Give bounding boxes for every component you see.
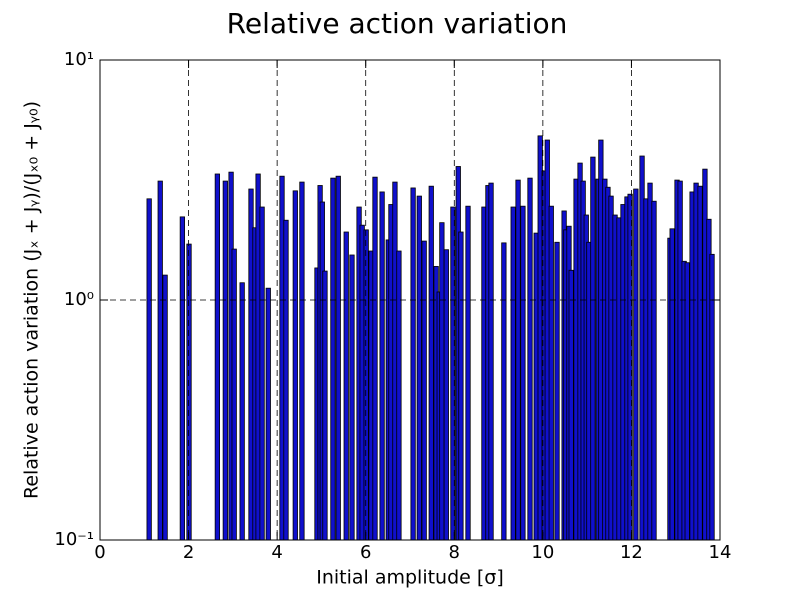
bar	[684, 262, 690, 541]
x-tick-label: 4	[271, 542, 282, 563]
bar	[363, 229, 369, 541]
bar	[265, 287, 271, 541]
bar	[259, 206, 265, 541]
bar	[633, 188, 639, 541]
bar	[527, 177, 533, 541]
bar	[510, 206, 516, 541]
bar	[515, 179, 521, 541]
plot-frame	[99, 59, 721, 541]
bar	[214, 173, 220, 541]
bar	[162, 274, 168, 541]
bar	[231, 248, 237, 541]
x-tick-label: 6	[360, 542, 371, 563]
bar	[651, 200, 657, 541]
x-tick-label: 2	[183, 542, 194, 563]
bar	[396, 250, 402, 541]
bar	[439, 222, 445, 541]
x-tick-label: 14	[709, 542, 732, 563]
bar	[239, 282, 245, 541]
x-tick-label: 0	[94, 542, 105, 563]
bar	[709, 253, 715, 541]
bar	[157, 180, 163, 541]
bar	[669, 228, 675, 541]
bar	[330, 177, 336, 541]
bar	[465, 205, 471, 541]
y-tick-label: 10⁻¹	[54, 529, 94, 550]
bar	[292, 190, 298, 541]
bar	[343, 231, 349, 541]
bar	[322, 270, 328, 541]
bar	[568, 269, 574, 541]
bar	[179, 216, 185, 541]
bar	[488, 182, 494, 541]
y-axis-label: Relative action variation (Jₓ + Jᵧ)/(Jₓ₀…	[21, 101, 43, 499]
bar	[349, 254, 355, 541]
bar	[501, 242, 507, 541]
bar	[590, 156, 596, 541]
bar	[428, 185, 434, 541]
x-axis-label: Initial amplitude [σ]	[316, 567, 504, 589]
bar	[416, 195, 422, 541]
bar	[458, 231, 464, 541]
chart-title: Relative action variation	[227, 7, 568, 40]
bar	[410, 187, 416, 541]
bar	[520, 205, 526, 541]
bar	[379, 191, 385, 541]
y-tick-label: 10¹	[64, 49, 94, 70]
bar	[627, 193, 633, 541]
bar	[299, 181, 305, 541]
bar	[421, 240, 427, 541]
bar	[335, 175, 341, 541]
bar	[222, 180, 228, 541]
x-tick-label: 12	[620, 542, 643, 563]
bar	[186, 243, 192, 541]
bar	[548, 205, 554, 541]
bar	[372, 176, 378, 541]
bar	[697, 185, 703, 541]
bar	[554, 241, 560, 541]
bar	[283, 219, 289, 541]
bar	[146, 198, 152, 541]
x-tick-label: 8	[449, 542, 460, 563]
bar	[443, 249, 449, 541]
x-tick-label: 10	[531, 542, 554, 563]
y-tick-label: 10⁰	[64, 289, 94, 310]
